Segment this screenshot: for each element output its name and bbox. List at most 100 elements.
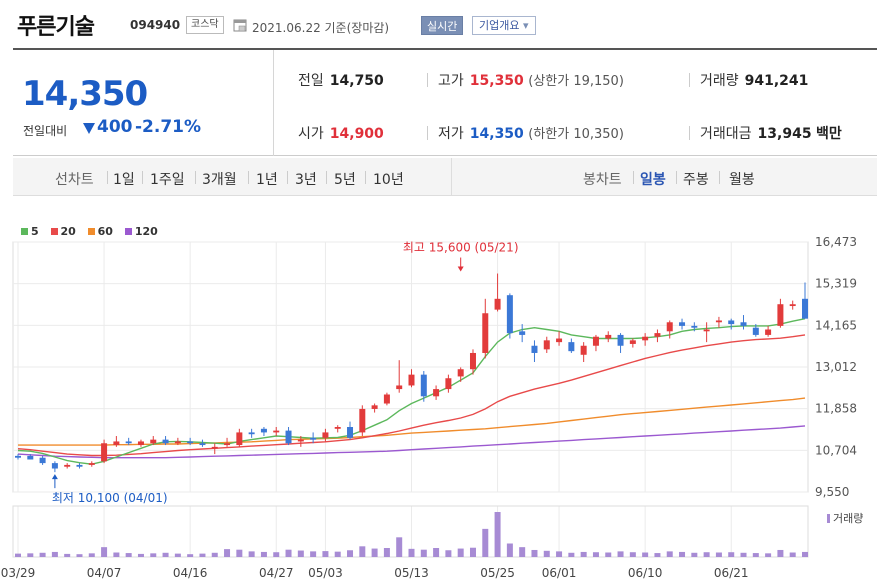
current-price: 14,350 — [22, 74, 148, 114]
line-chart-label: 선차트 — [55, 172, 94, 188]
period-monthly[interactable]: 월봉 — [729, 172, 755, 188]
period-10y[interactable]: 10년 — [373, 172, 404, 188]
divider — [427, 126, 428, 140]
price-summary: 14,350 전일대비 400 -2.71% 전일 14,750 고가 15,350… — [13, 48, 877, 156]
candle-body — [445, 378, 452, 390]
x-tick-label: 04/27 — [259, 566, 294, 580]
period-5y[interactable]: 5년 — [334, 172, 356, 188]
stock-code: 094940 — [130, 18, 181, 32]
low-cell: 저가 14,350 (하한가 10,350) — [438, 123, 624, 143]
market-badge: 코스닥 — [186, 16, 224, 34]
candle-body — [482, 313, 489, 353]
volume-bar — [359, 546, 366, 557]
x-tick-label: 06/01 — [542, 566, 577, 580]
period-daily[interactable]: 일봉 — [640, 172, 666, 188]
candle-body — [433, 389, 440, 397]
period-1w[interactable]: 1주일 — [150, 172, 185, 188]
candle-body — [789, 304, 796, 307]
y-tick-label: 16,473 — [815, 235, 857, 249]
volume-bar — [236, 549, 243, 557]
lower-limit: (하한가 10,350) — [528, 127, 624, 142]
legend-ma5-swatch — [21, 228, 28, 235]
volume-bar — [137, 553, 144, 557]
candle-body — [322, 432, 329, 438]
candle-body — [64, 464, 71, 467]
candle-body — [408, 374, 415, 386]
period-3m[interactable]: 3개월 — [202, 172, 237, 188]
volume-bar — [531, 549, 538, 557]
upper-limit: (상한가 19,150) — [528, 74, 624, 89]
candle-body — [728, 320, 735, 325]
candle-body — [101, 443, 108, 462]
volume-bar — [248, 551, 255, 557]
stock-header: 푸른기술 094940 코스닥 2021.06.22 기준(장마감) 실시간 기… — [0, 0, 877, 44]
ma60-line — [18, 397, 806, 446]
candle-body — [224, 443, 231, 446]
candle-body — [260, 428, 267, 433]
volume-bar — [519, 547, 526, 557]
x-tick-label: 03/29 — [1, 566, 36, 580]
ma5-line — [17, 318, 806, 465]
candlestick-chart[interactable]: 16,473 15,319 14,165 13,012 11,858 10,704 9,55… — [0, 220, 877, 584]
volume-bar — [396, 537, 403, 557]
diff-percent: -2.71% — [135, 117, 202, 137]
candle-body — [113, 441, 120, 446]
y-tick-label: 15,319 — [815, 277, 857, 291]
volume-bar — [703, 552, 710, 557]
candle-body — [765, 329, 772, 335]
x-tick-label: 05/13 — [394, 566, 429, 580]
candle-body — [679, 322, 686, 326]
volume-bar — [297, 550, 304, 557]
divider — [689, 126, 690, 140]
company-overview-label: 기업개요 — [479, 19, 520, 32]
volume-bar — [76, 554, 83, 557]
period-1y[interactable]: 1년 — [256, 172, 278, 188]
candle-body — [543, 340, 550, 350]
volume-bar — [789, 552, 796, 557]
candle-body — [617, 334, 624, 346]
volume-bar — [469, 547, 476, 557]
candle-body — [802, 298, 808, 319]
candle-body — [187, 441, 194, 444]
candle-body — [642, 336, 649, 341]
amount-value: 13,945 — [757, 126, 812, 142]
candle-body — [273, 430, 280, 433]
period-weekly[interactable]: 주봉 — [683, 172, 709, 188]
volume-bar — [383, 548, 390, 557]
period-1d[interactable]: 1일 — [113, 172, 135, 188]
volume-bar — [64, 553, 71, 557]
amount-label: 거래대금 — [700, 126, 752, 142]
volume-bar — [765, 553, 772, 557]
period-3y[interactable]: 3년 — [295, 172, 317, 188]
legend-ma20-label: 20 — [60, 225, 76, 238]
low-annotation: 최저 10,100 (04/01) — [52, 491, 168, 505]
volume-bar — [592, 552, 599, 557]
volume-bar — [174, 553, 181, 557]
realtime-button[interactable]: 실시간 — [421, 16, 464, 35]
volume-bar — [666, 551, 673, 557]
candle-body — [568, 342, 575, 352]
volume-bar — [543, 550, 550, 557]
volume-bar — [445, 550, 452, 557]
candle-body — [654, 333, 661, 337]
legend-ma120: 120 — [124, 225, 158, 238]
candle-body — [150, 439, 157, 444]
candle-body — [334, 426, 341, 429]
volume-cell: 거래량 941,241 — [700, 70, 808, 90]
low-arrow-head — [51, 474, 58, 480]
volume-bar — [39, 552, 46, 557]
legend-ma5: 5 — [21, 225, 39, 238]
candle-body — [27, 455, 34, 460]
open-value: 14,900 — [329, 126, 384, 142]
candle-body — [691, 325, 698, 328]
candle-body — [162, 439, 169, 444]
company-overview-button[interactable]: 기업개요 ▾ — [472, 16, 536, 35]
y-tick-label: 10,704 — [815, 443, 857, 457]
candle-body — [285, 430, 292, 444]
legend-ma5-label: 5 — [31, 225, 39, 238]
amount-cell: 거래대금 13,945 백만 — [700, 123, 842, 143]
volume-bar — [580, 551, 587, 557]
x-tick-label: 04/07 — [87, 566, 122, 580]
prev-close-cell: 전일 14,750 — [298, 70, 384, 90]
legend-ma60-label: 60 — [97, 225, 113, 238]
